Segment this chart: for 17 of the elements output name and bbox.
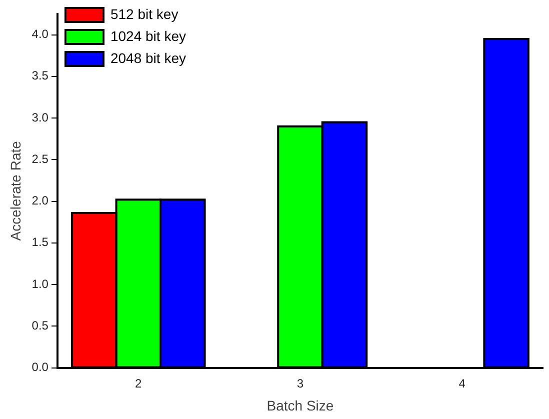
x-tick-label: 2 <box>135 376 142 390</box>
legend-label: 512 bit key <box>110 6 178 22</box>
legend-label: 2048 bit key <box>110 50 186 66</box>
y-axis-title: Accelerate Rate <box>7 140 24 241</box>
y-tick-label: 1.5 <box>32 235 49 250</box>
y-tick-label: 3.0 <box>32 110 49 124</box>
y-tick-label: 2.0 <box>32 194 49 208</box>
y-tick-label: 0.0 <box>32 360 49 374</box>
x-tick-label: 3 <box>296 376 304 390</box>
y-tick-label: 1.0 <box>32 276 49 291</box>
y-tick-label: 3.5 <box>32 68 49 83</box>
y-tick-label: 4.0 <box>32 27 49 42</box>
y-tick-label: 2.5 <box>32 152 49 166</box>
legend-label: 1024 bit key <box>110 28 186 44</box>
x-tick-label: 4 <box>458 376 466 390</box>
x-axis-title: Batch Size <box>266 397 334 414</box>
y-tick-label: 0.5 <box>32 318 49 332</box>
